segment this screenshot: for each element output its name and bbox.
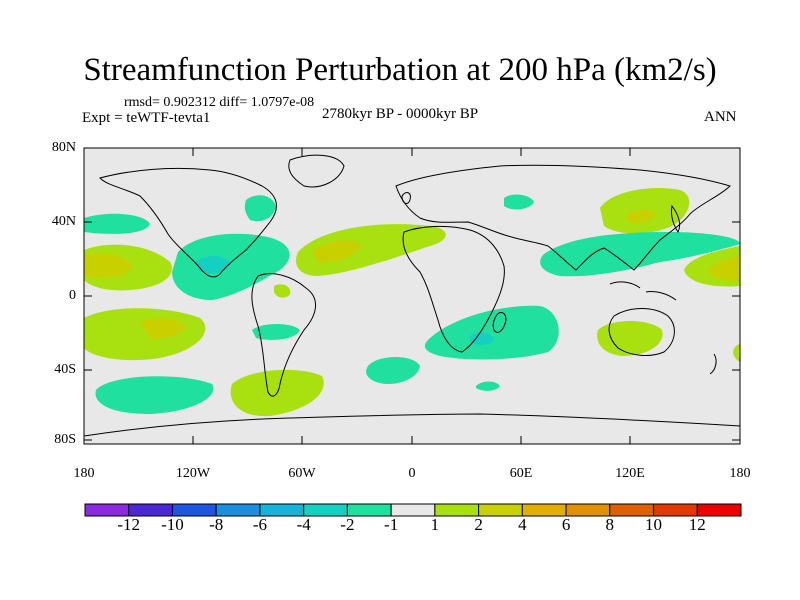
contour-npac-teal	[84, 213, 150, 234]
colorbar-label: 6	[561, 515, 571, 534]
contour-namerica	[244, 195, 276, 222]
coast-australia	[608, 308, 675, 356]
x-tick-120e: 120E	[615, 466, 645, 481]
coast-north-america	[99, 167, 277, 278]
contour-sindian	[424, 305, 559, 360]
colorbar-swatch	[696, 503, 742, 517]
colorbar-label: -6	[252, 515, 267, 534]
colorbar-label: 2	[474, 515, 483, 534]
x-tick-120w: 120W	[175, 466, 211, 481]
colorbar-label: -2	[340, 515, 355, 534]
coast-indonesia	[609, 281, 677, 301]
y-tick-80s: 80S	[54, 432, 76, 447]
colorbar	[84, 503, 742, 517]
contour-atlantic-core	[312, 240, 362, 263]
coast-africa	[402, 225, 505, 353]
contour-camerica-core	[195, 256, 230, 274]
coast-eurasia	[395, 164, 731, 271]
colorbar-label: 8	[605, 515, 615, 534]
experiment-label: Expt = teWTF-tevta1	[82, 110, 211, 126]
y-tick-40n: 40N	[51, 214, 76, 229]
stats-text: rmsd= 0.902312 diff= 1.0797e-08	[124, 95, 315, 110]
contour-sindian-core	[470, 332, 494, 345]
contour-australia	[597, 321, 663, 356]
chart-title: Streamfunction Perturbation at 200 hPa (…	[83, 52, 717, 88]
colorbar-label: -12	[117, 515, 141, 534]
colorbar-label: -4	[296, 515, 311, 534]
x-tick-60w: 60W	[288, 466, 316, 481]
coast-greenland	[288, 154, 345, 188]
tick-marks	[83, 147, 741, 444]
colorbar-label: 4	[518, 515, 527, 534]
x-tick-180e: 180	[729, 466, 751, 481]
contour-south-teal-mid	[366, 357, 420, 385]
coast-antarctica	[84, 413, 740, 437]
season-label: ANN	[704, 109, 737, 125]
contour-camerica	[172, 233, 290, 300]
colorbar-label: -8	[209, 515, 224, 534]
coastlines	[84, 154, 740, 437]
colorbar-label: 1	[430, 515, 440, 534]
coast-japan	[671, 204, 681, 233]
contour-right-edge	[733, 344, 740, 362]
coast-uk	[401, 192, 411, 204]
colorbar-label: -1	[384, 515, 399, 534]
contour-spac-teal	[252, 324, 300, 340]
contour-indopac	[540, 232, 740, 277]
contour-asia-core	[626, 209, 656, 223]
contour-europe	[504, 194, 534, 210]
y-tick-40s: 40S	[54, 362, 76, 377]
x-tick-60e: 60E	[509, 466, 533, 481]
coast-madagascar	[492, 312, 507, 333]
coast-south-america	[251, 273, 316, 397]
y-tick-80n: 80N	[51, 140, 76, 155]
colorbar-label: -10	[161, 515, 184, 534]
contour-pacific-west-core	[84, 253, 132, 278]
period-label: 2780kyr BP - 0000kyr BP	[322, 106, 479, 122]
contour-south-teal-west	[95, 376, 214, 414]
contour-spac-west-core	[140, 318, 186, 339]
y-tick-0: 0	[69, 288, 76, 303]
x-tick-180w: 180	[73, 466, 95, 481]
contour-samerica-green	[274, 284, 291, 298]
colorbar-label: 12	[688, 515, 706, 534]
contour-atlantic	[296, 224, 446, 276]
x-tick-0: 0	[408, 466, 416, 481]
contour-pacific-east-core	[708, 256, 740, 281]
contour-south-teal-small	[476, 381, 500, 391]
coast-new-zealand	[709, 353, 717, 375]
colorbar-label: 10	[645, 515, 663, 534]
contour-fills	[84, 188, 740, 417]
